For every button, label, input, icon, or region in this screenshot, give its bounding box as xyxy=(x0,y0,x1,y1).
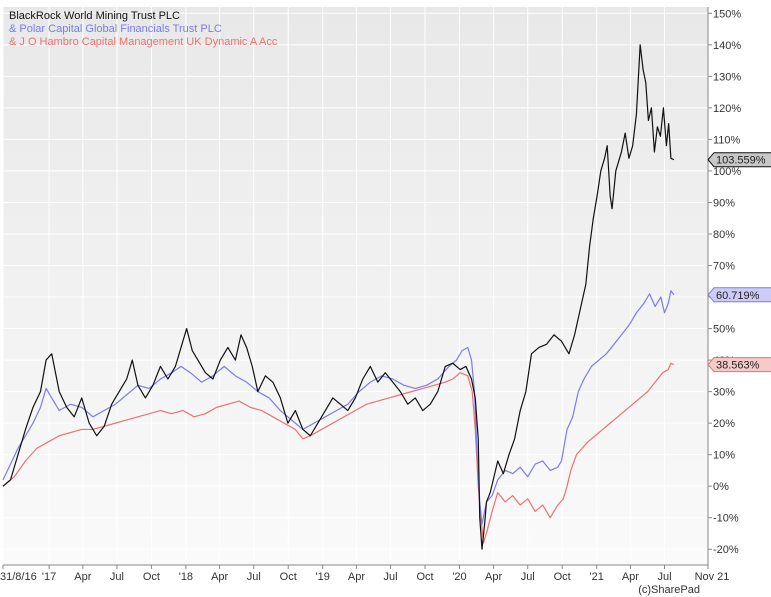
y-tick-label: 140% xyxy=(713,40,741,52)
y-tick-label: 150% xyxy=(713,8,741,20)
x-tick-label: '17 xyxy=(42,571,56,583)
credit-label: (c)SharePad xyxy=(638,584,700,596)
x-tick-label: 31/8/16 xyxy=(0,571,37,583)
plot-background xyxy=(3,7,708,565)
end-value-label-3: 38.563% xyxy=(716,360,760,372)
x-tick-label: '19 xyxy=(316,571,330,583)
y-tick-label: 0% xyxy=(713,481,729,493)
x-tick-label: '18 xyxy=(179,571,193,583)
x-tick-label: Oct xyxy=(554,571,571,583)
y-tick-label: -20% xyxy=(713,544,739,556)
x-tick-label: Apr xyxy=(74,571,91,583)
legend-entry-2: & Polar Capital Global Financials Trust … xyxy=(9,23,222,35)
end-value-tags: 103.559% 60.719% 38.563% xyxy=(707,152,771,373)
legend-entry-1: BlackRock World Mining Trust PLC xyxy=(9,10,180,22)
x-tick-label: Jul xyxy=(384,571,398,583)
gridlines xyxy=(2,7,708,565)
x-tick-label: Apr xyxy=(211,571,228,583)
x-axis: 31/8/16 '17 Apr Jul Oct '18 Apr Jul Oct '19 Apr Jul… xyxy=(0,564,730,583)
x-tick-label: Apr xyxy=(622,571,639,583)
end-value-tag-2 xyxy=(707,287,771,303)
series-lines xyxy=(2,44,675,550)
x-tick-label: Apr xyxy=(485,571,502,583)
y-tick-label: 80% xyxy=(713,229,735,241)
x-tick-label: Oct xyxy=(416,571,433,583)
end-value-label-1: 103.559% xyxy=(716,155,766,167)
y-tick-label: 20% xyxy=(713,418,735,430)
x-tick-label: Jul xyxy=(110,571,124,583)
plot-area xyxy=(3,7,708,565)
y-tick-label: 100% xyxy=(713,166,741,178)
series-line-3 xyxy=(2,362,675,544)
y-tick-label: 30% xyxy=(713,387,735,399)
legend-entry-3: & J O Hambro Capital Management UK Dynam… xyxy=(9,36,278,48)
y-tick-label: 10% xyxy=(713,450,735,462)
end-value-tag-1 xyxy=(707,152,771,168)
x-tick-label: Apr xyxy=(348,571,365,583)
x-tick-label: Oct xyxy=(280,571,297,583)
y-tick-label: 120% xyxy=(713,103,741,115)
y-tick-label: 110% xyxy=(713,134,741,146)
end-value-label-2: 60.719% xyxy=(716,290,760,302)
x-tick-label: Jul xyxy=(521,571,535,583)
series-line-1 xyxy=(2,44,675,550)
legend: BlackRock World Mining Trust PLC& Polar … xyxy=(9,10,278,48)
x-tick-label: Oct xyxy=(143,571,160,583)
x-tick-label: Jul xyxy=(657,571,671,583)
x-tick-label: Nov 21 xyxy=(695,571,730,583)
y-tick-label: 50% xyxy=(713,324,735,336)
series-line-2 xyxy=(2,290,675,525)
y-tick-label: 70% xyxy=(713,261,735,273)
y-tick-label: 130% xyxy=(713,71,741,83)
end-value-tag-3 xyxy=(707,357,771,373)
y-tick-label: 90% xyxy=(713,197,735,209)
x-tick-label: '21 xyxy=(590,571,604,583)
y-tick-label: -10% xyxy=(713,513,739,525)
x-tick-label: '20 xyxy=(452,571,466,583)
y-axis: 150%140%130%120%110%100%90%80%70%60%50%4… xyxy=(707,7,741,565)
x-tick-label: Jul xyxy=(247,571,261,583)
